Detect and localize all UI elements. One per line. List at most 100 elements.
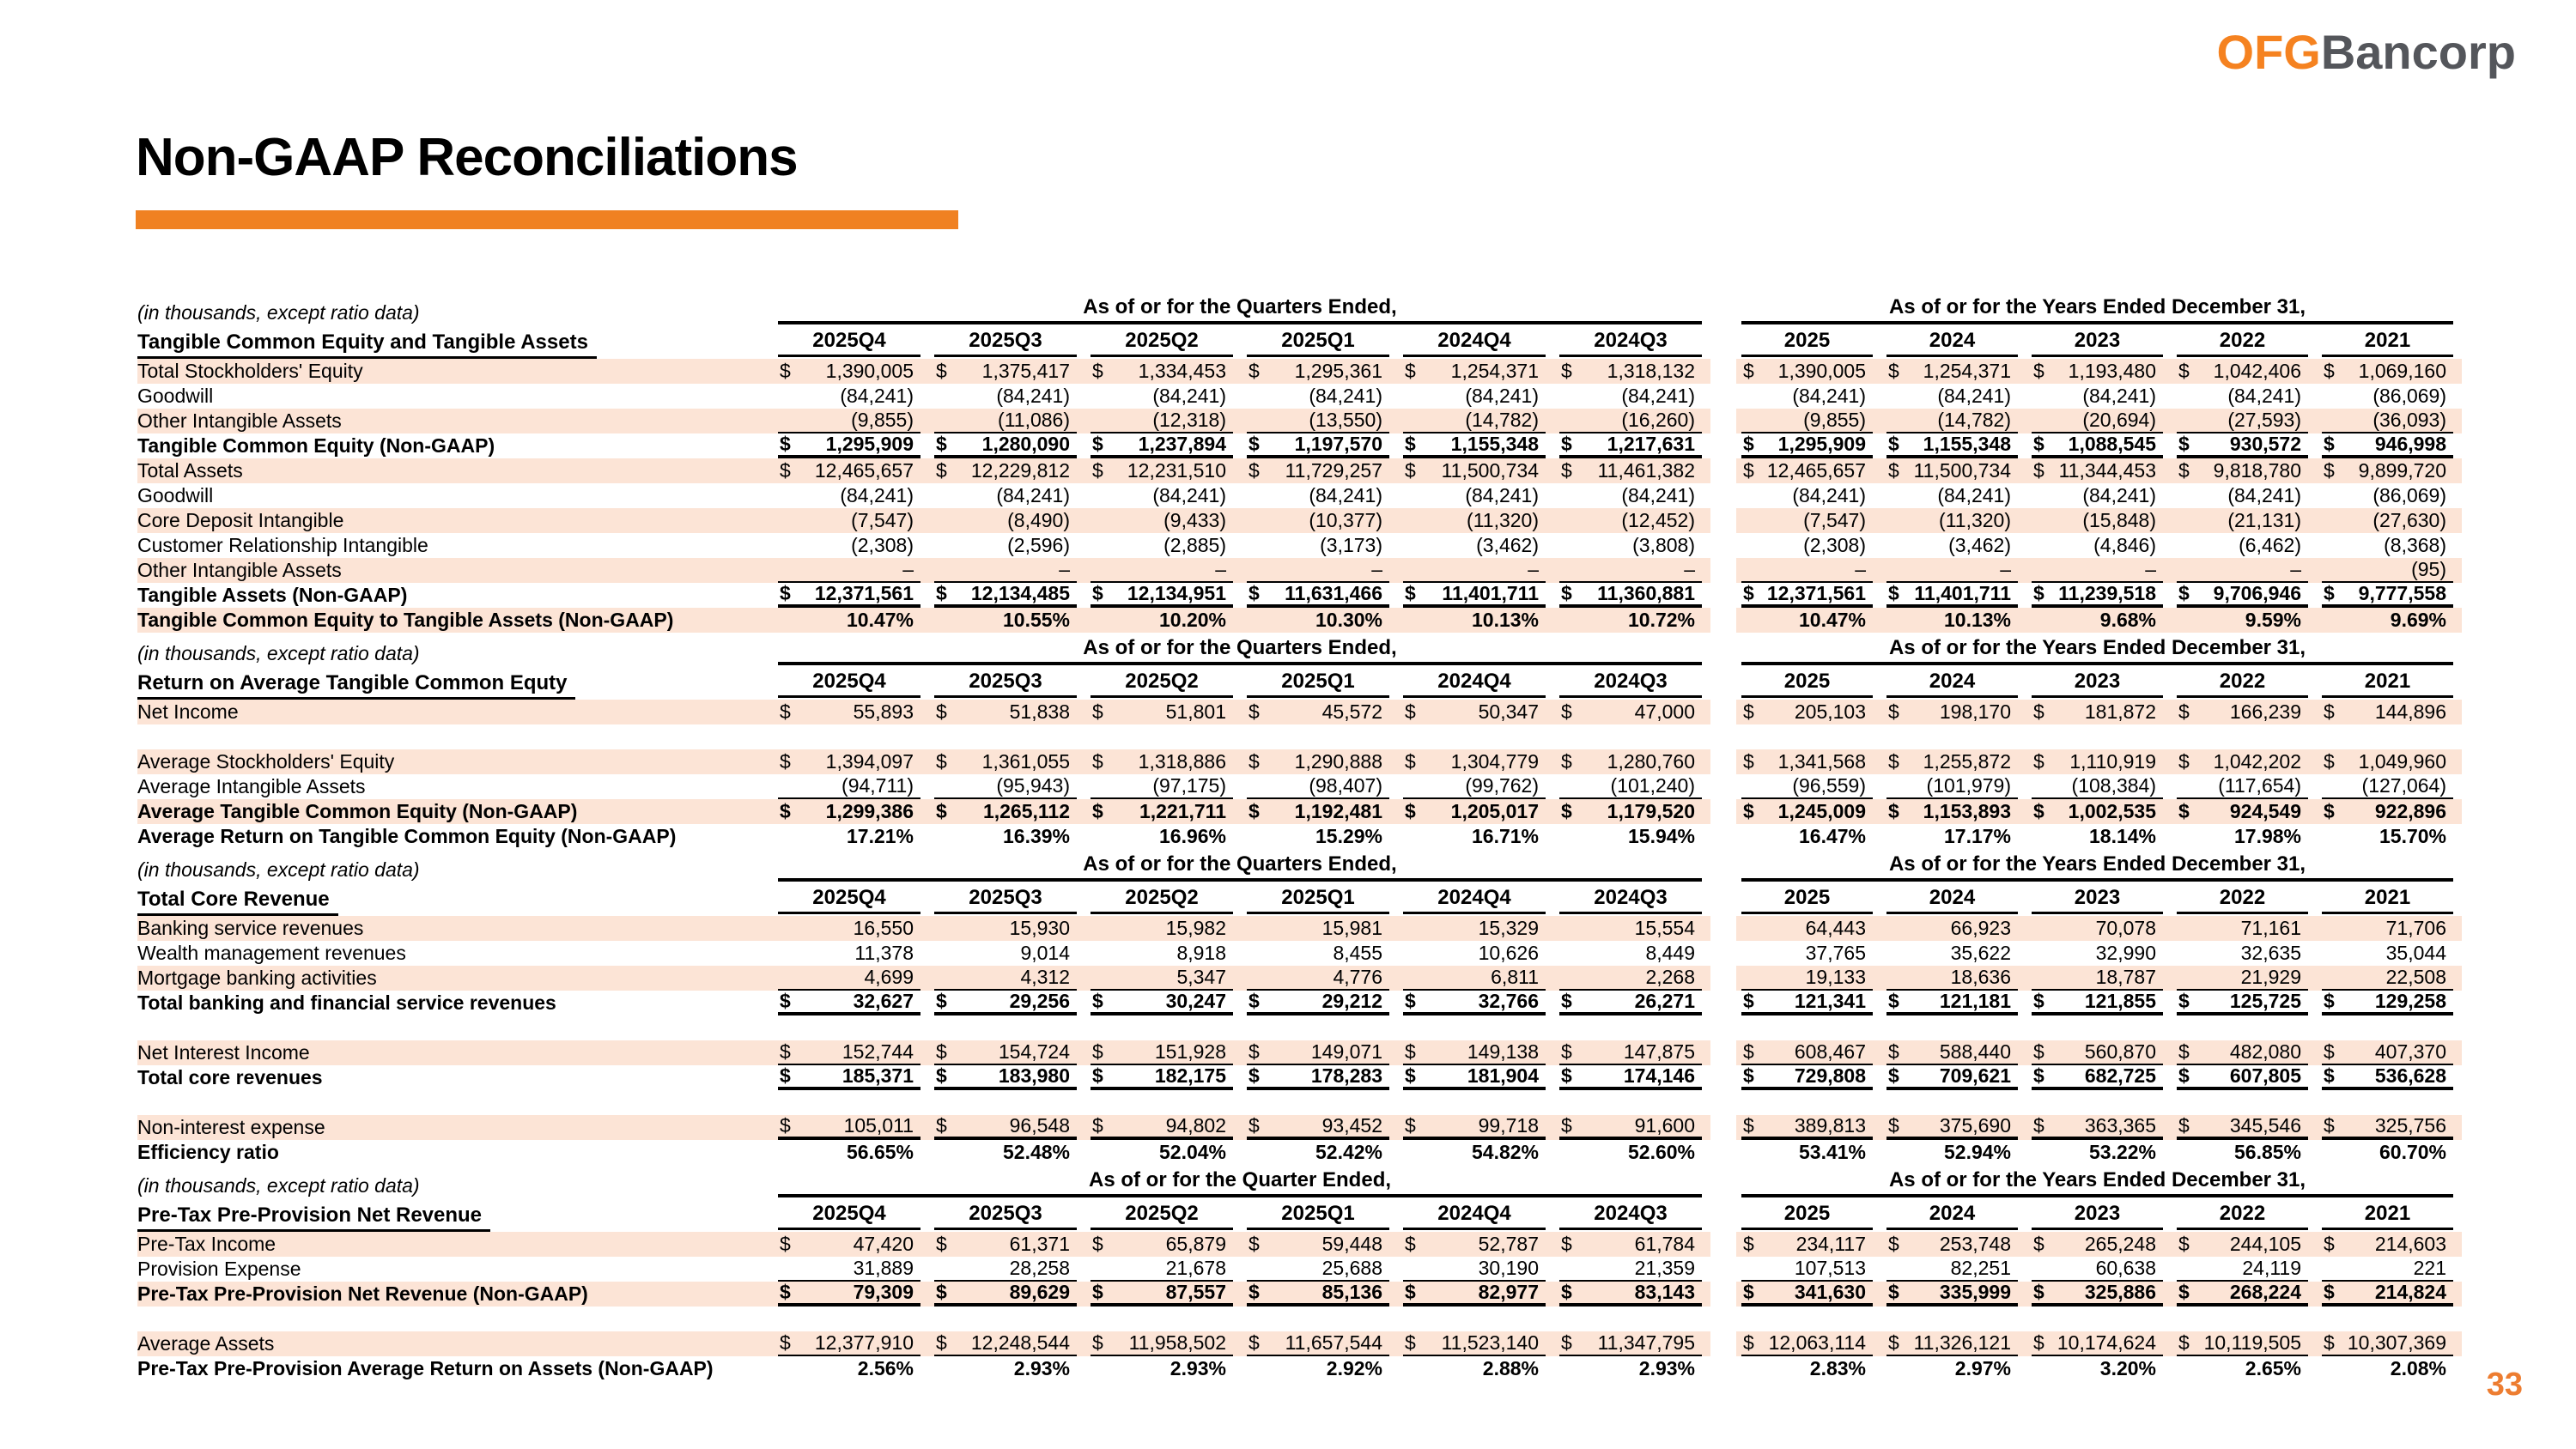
amount: (3,462) [1948,534,2011,556]
column-header-label: 2023 [2032,670,2163,698]
cell-value: $12,371,561 [1741,582,1873,608]
cell: $1,254,371 [1881,359,2026,384]
quarter-values: 2.56% 2.93% 2.93% 2.92% 2.88% 2.93% [773,1356,1710,1381]
cell: $45,572 [1242,700,1398,724]
amount: 10.20% [1158,609,1226,631]
cell: (86,069) [2317,384,2462,409]
cell-value: $151,928 [1091,1040,1233,1065]
years-group-title: As of or for the Years Ended December 31… [1741,636,2453,665]
cell-value: 19,133 [1741,966,1873,991]
cell-value: (7,547) [778,508,920,533]
cell: $12,371,561 [1736,582,1881,608]
year-values: $1,295,909 $1,155,348 $1,088,545 $930,572 $9… [1736,433,2462,458]
cell: $11,500,734 [1398,458,1554,483]
cell-value: – [1403,558,1546,583]
cell-value: $11,401,711 [1886,582,2018,608]
dollar-sign: $ [1888,1040,1899,1063]
cell-value: $52,787 [1403,1232,1546,1257]
cell: 15,554 [1554,916,1710,941]
logo-ofg: OFG [2216,25,2321,79]
column-header: 2022 [2172,668,2317,700]
dollar-sign: $ [1092,700,1103,723]
cell: $341,630 [1736,1281,1881,1307]
cell: 60.70% [2317,1140,2462,1165]
amount: 1,295,909 [825,433,914,455]
amount: (4,846) [2093,534,2156,556]
cell: $105,011 [773,1114,929,1140]
amount: 12,229,812 [970,459,1070,482]
group-gap [1710,1140,1736,1165]
cell: $10,119,505 [2172,1331,2317,1356]
cell-value: (95) [2322,558,2453,583]
cell-value: 54.82% [1403,1140,1546,1165]
cell: $11,347,795 [1554,1331,1710,1356]
column-header: 2025Q1 [1242,327,1398,359]
cell: 9.69% [2317,608,2462,633]
cell-value: $922,896 [2322,799,2453,824]
cell: (27,630) [2317,508,2462,533]
cell-value: (84,241) [1559,483,1702,508]
column-header: 2025Q1 [1242,1200,1398,1232]
dollar-sign: $ [1249,800,1260,822]
dollar-sign: $ [2033,433,2044,455]
cell: (98,407) [1242,774,1398,799]
column-header: 2025Q1 [1242,668,1398,700]
amount: 89,629 [1009,1281,1070,1303]
table-section-title-text: Tangible Common Equity and Tangible Asse… [137,330,597,359]
cell: $482,080 [2172,1040,2317,1065]
cell-value: 10.30% [1247,608,1389,633]
cell-value: 16,550 [778,916,920,941]
cell: $1,217,631 [1554,433,1710,458]
cell: (16,260) [1554,409,1710,433]
cell-value: $11,344,453 [2032,458,2163,483]
dollar-sign: $ [1092,990,1103,1012]
cell: $47,420 [773,1232,929,1257]
group-gap [1710,433,1736,458]
cell-value: (84,241) [1403,384,1546,409]
cell: $214,824 [2317,1281,2462,1307]
quarters-group-header: As of or for the Quarters Ended, [773,295,1710,324]
cell-value: (9,433) [1091,508,1233,533]
column-header-label: 2023 [2032,886,2163,914]
cell-value: 31,889 [778,1257,920,1282]
dollar-sign: $ [1561,1114,1572,1137]
cell: 52.42% [1242,1140,1398,1165]
amount: 1,318,886 [1138,750,1226,773]
cell-value: (3,173) [1247,533,1389,558]
cell-value: $99,718 [1403,1114,1546,1140]
table-row: Tangible Common Equity to Tangible Asset… [137,608,2462,633]
amount: (84,241) [1621,385,1695,407]
cell: 15.70% [2317,824,2462,849]
row-label: Mortgage banking activities [137,966,773,991]
cell-value: 10.72% [1559,608,1702,633]
cell-value: $729,808 [1741,1064,1873,1090]
column-header-label: 2025Q4 [778,1202,920,1230]
cell-value: 221 [2322,1257,2453,1282]
dollar-sign: $ [1561,1040,1572,1063]
cell-value: $1,002,535 [2032,799,2163,824]
row-label: Total Assets [137,458,773,483]
amount: (84,241) [1792,484,1866,506]
cell-value: $10,174,624 [2032,1331,2163,1356]
cell-value: $1,237,894 [1091,433,1233,458]
amount: 1,255,872 [1923,750,2011,773]
cell: 16.96% [1085,824,1242,849]
amount: 11,729,257 [1285,459,1382,482]
cell: (117,654) [2172,774,2317,799]
amount: 8,449 [1645,942,1695,964]
cell: $1,179,520 [1554,799,1710,824]
year-values: $12,063,114 $11,326,121 $10,174,624 $10,119… [1736,1331,2462,1356]
amount: (84,241) [840,385,914,407]
amount: 183,980 [998,1064,1070,1087]
cell-value: 17.21% [778,824,920,849]
cell: 10.13% [1881,608,2026,633]
dollar-sign: $ [1249,700,1260,723]
amount: 30,247 [1165,990,1226,1012]
cell: $11,631,466 [1242,582,1398,608]
cell: 2,268 [1554,966,1710,991]
table-header-groups: (in thousands, except ratio data) As of o… [137,1167,2462,1197]
amount: 52.42% [1315,1141,1382,1163]
cell: $79,309 [773,1281,929,1307]
years-group-title: As of or for the Years Ended December 31… [1741,1168,2453,1197]
group-gap [1710,1331,1736,1356]
